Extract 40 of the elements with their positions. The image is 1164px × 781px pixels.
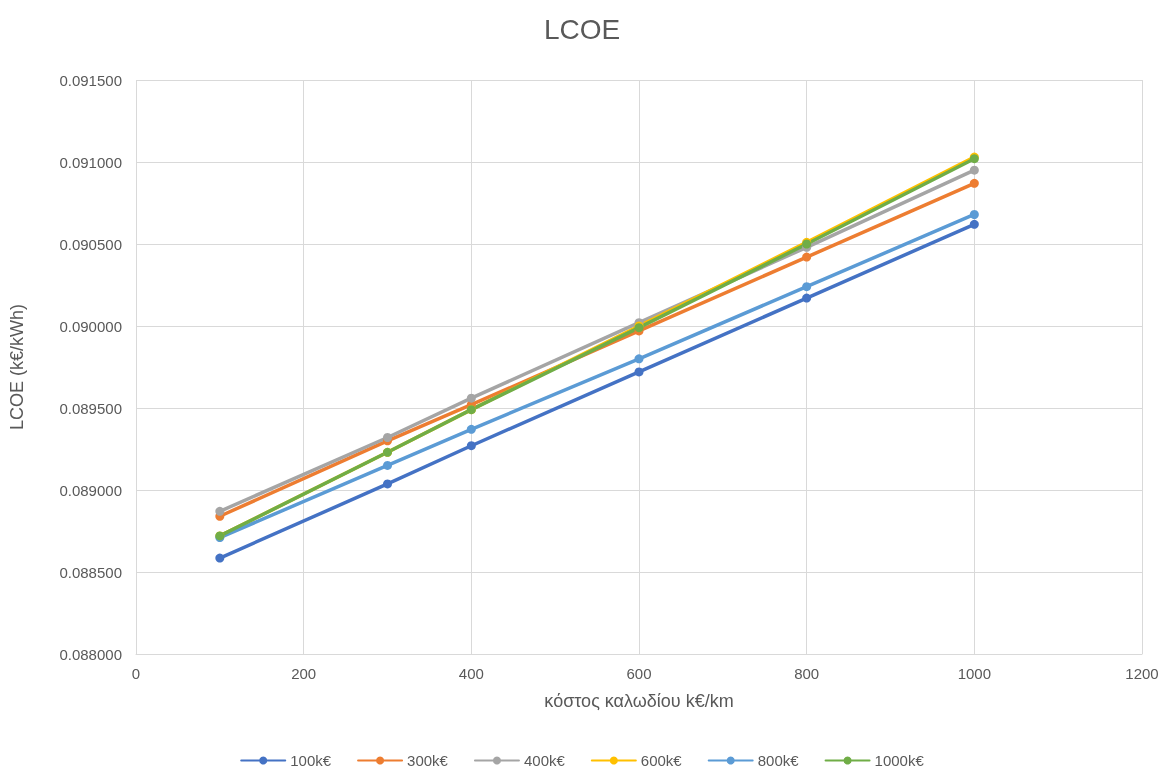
point bbox=[969, 178, 979, 188]
point bbox=[215, 506, 225, 516]
point bbox=[383, 460, 392, 470]
point bbox=[383, 479, 392, 489]
x-tick-label: 0 bbox=[131, 665, 141, 682]
point bbox=[969, 209, 979, 219]
chart-title: LCOE bbox=[543, 13, 621, 45]
legend-label: 100k€ bbox=[290, 752, 332, 769]
point bbox=[634, 367, 644, 377]
point bbox=[802, 252, 812, 262]
y-tick-label: 0.090500 bbox=[59, 235, 122, 253]
y-tick-label: 0.090000 bbox=[59, 317, 122, 335]
x-tick-label: 800 bbox=[794, 665, 820, 682]
y-tick-label: 0.089500 bbox=[59, 399, 122, 417]
point bbox=[466, 441, 476, 451]
legend-label: 300k€ bbox=[407, 752, 449, 769]
x-tick-label: 1200 bbox=[1125, 665, 1159, 682]
x-tick-label: 200 bbox=[291, 665, 317, 682]
point bbox=[634, 354, 644, 364]
legend-label: 600k€ bbox=[640, 752, 683, 769]
legend-label: 1000k€ bbox=[874, 752, 925, 769]
y-tick-label: 0.091500 bbox=[59, 71, 122, 89]
point bbox=[969, 165, 979, 175]
point bbox=[969, 219, 979, 229]
point bbox=[215, 553, 225, 563]
point bbox=[802, 293, 812, 303]
x-tick-label: 600 bbox=[626, 665, 652, 682]
y-tick-label: 0.089000 bbox=[59, 481, 122, 499]
y-tick-label: 0.088000 bbox=[59, 645, 122, 663]
point bbox=[466, 424, 476, 434]
y-tick-label: 0.088500 bbox=[59, 563, 122, 581]
x-axis-title: κόστος καλωδίου k€/km bbox=[544, 691, 734, 711]
x-tick-label: 400 bbox=[458, 665, 484, 682]
x-tick-label: 1000 bbox=[957, 665, 992, 682]
point bbox=[466, 393, 476, 403]
point bbox=[802, 282, 812, 292]
y-tick-label: 0.091000 bbox=[59, 153, 122, 171]
y-axis-title: LCOE (k€/kWh) bbox=[7, 303, 27, 431]
legend-label: 400k€ bbox=[523, 752, 566, 769]
legend-label: 800k€ bbox=[757, 752, 800, 769]
